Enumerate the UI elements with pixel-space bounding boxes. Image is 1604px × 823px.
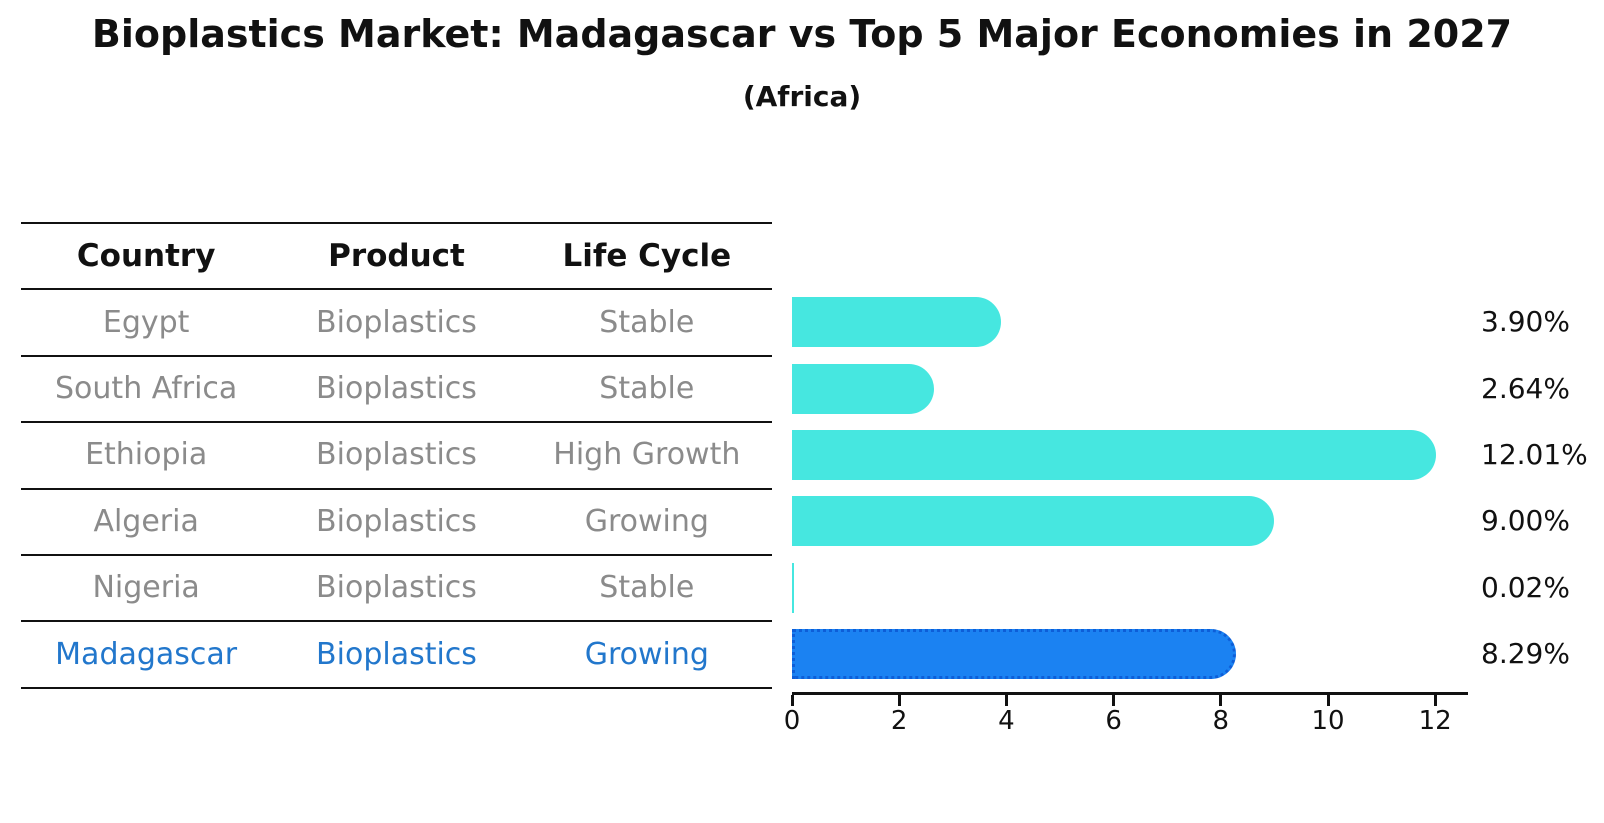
chart-subtitle: (Africa) [742, 80, 862, 113]
x-axis-tick-label: 8 [1212, 706, 1230, 736]
x-axis-tick-label: 12 [1418, 706, 1452, 736]
value-label: 12.01% [1481, 438, 1588, 471]
cell-country: Ethiopia [85, 437, 208, 473]
value-label: 0.02% [1481, 570, 1570, 604]
x-axis-line [792, 692, 1468, 695]
bar-nigeria [792, 562, 794, 613]
table-row: Egypt Bioplastics Stable [21, 288, 772, 354]
cell-product: Bioplastics [316, 437, 477, 473]
cell-lifecycle: Stable [599, 370, 695, 406]
cell-country: South Africa [55, 370, 238, 406]
cell-product: Bioplastics [316, 636, 477, 672]
x-axis-tick [897, 695, 901, 706]
column-header-lifecycle: Life Cycle [562, 237, 732, 274]
table-row: Nigeria Bioplastics Stable [21, 553, 772, 620]
cell-lifecycle: Growing [584, 636, 709, 672]
value-label: 8.29% [1481, 637, 1570, 671]
cell-lifecycle: Stable [599, 304, 695, 340]
cell-country: Egypt [102, 304, 190, 340]
table-row: Ethiopia Bioplastics High Growth [21, 421, 772, 487]
column-header-country: Country [76, 237, 216, 274]
cell-country: Algeria [93, 503, 199, 539]
bar-ethiopia [792, 430, 1436, 480]
cell-product: Bioplastics [316, 570, 477, 606]
cell-product: Bioplastics [316, 370, 477, 406]
x-axis-tick [1433, 695, 1437, 706]
x-axis-tick-label: 6 [1105, 706, 1122, 736]
bar-south-africa [792, 363, 934, 414]
table-header-row: Country Product Life Cycle [21, 222, 772, 288]
x-axis-tick-label: 10 [1311, 706, 1345, 736]
value-label: 2.64% [1481, 371, 1570, 405]
cell-product: Bioplastics [316, 503, 477, 539]
cell-country: Nigeria [92, 570, 200, 606]
x-axis-tick-label: 2 [890, 706, 908, 736]
x-axis-tick-label: 0 [783, 706, 801, 736]
cell-lifecycle: Stable [599, 570, 695, 606]
table-row: South Africa Bioplastics Stable [21, 354, 772, 421]
x-axis-tick [1112, 695, 1116, 706]
x-axis-tick [790, 695, 794, 706]
bar-madagascar-highlighted [792, 629, 1237, 680]
chart-title: Bioplastics Market: Madagascar vs Top 5 … [91, 12, 1513, 56]
country-table: Country Product Life Cycle Egypt Bioplas… [21, 222, 772, 689]
column-header-product: Product [328, 237, 465, 274]
table-row-madagascar-highlight: Madagascar Bioplastics Growing [21, 620, 772, 686]
bar-egypt [792, 297, 1002, 348]
x-axis-tick-label: 4 [998, 706, 1015, 736]
x-axis-tick [1326, 695, 1330, 706]
value-label: 3.90% [1481, 305, 1570, 339]
cell-lifecycle: High Growth [553, 437, 741, 473]
x-axis-tick [1219, 695, 1223, 706]
table-row: Algeria Bioplastics Growing [21, 487, 772, 554]
bar-algeria [792, 496, 1275, 547]
value-label: 9.00% [1481, 504, 1570, 538]
cell-country: Madagascar [55, 636, 238, 672]
cell-product: Bioplastics [316, 304, 477, 340]
x-axis-tick [1004, 695, 1008, 706]
cell-lifecycle: Growing [584, 503, 709, 539]
